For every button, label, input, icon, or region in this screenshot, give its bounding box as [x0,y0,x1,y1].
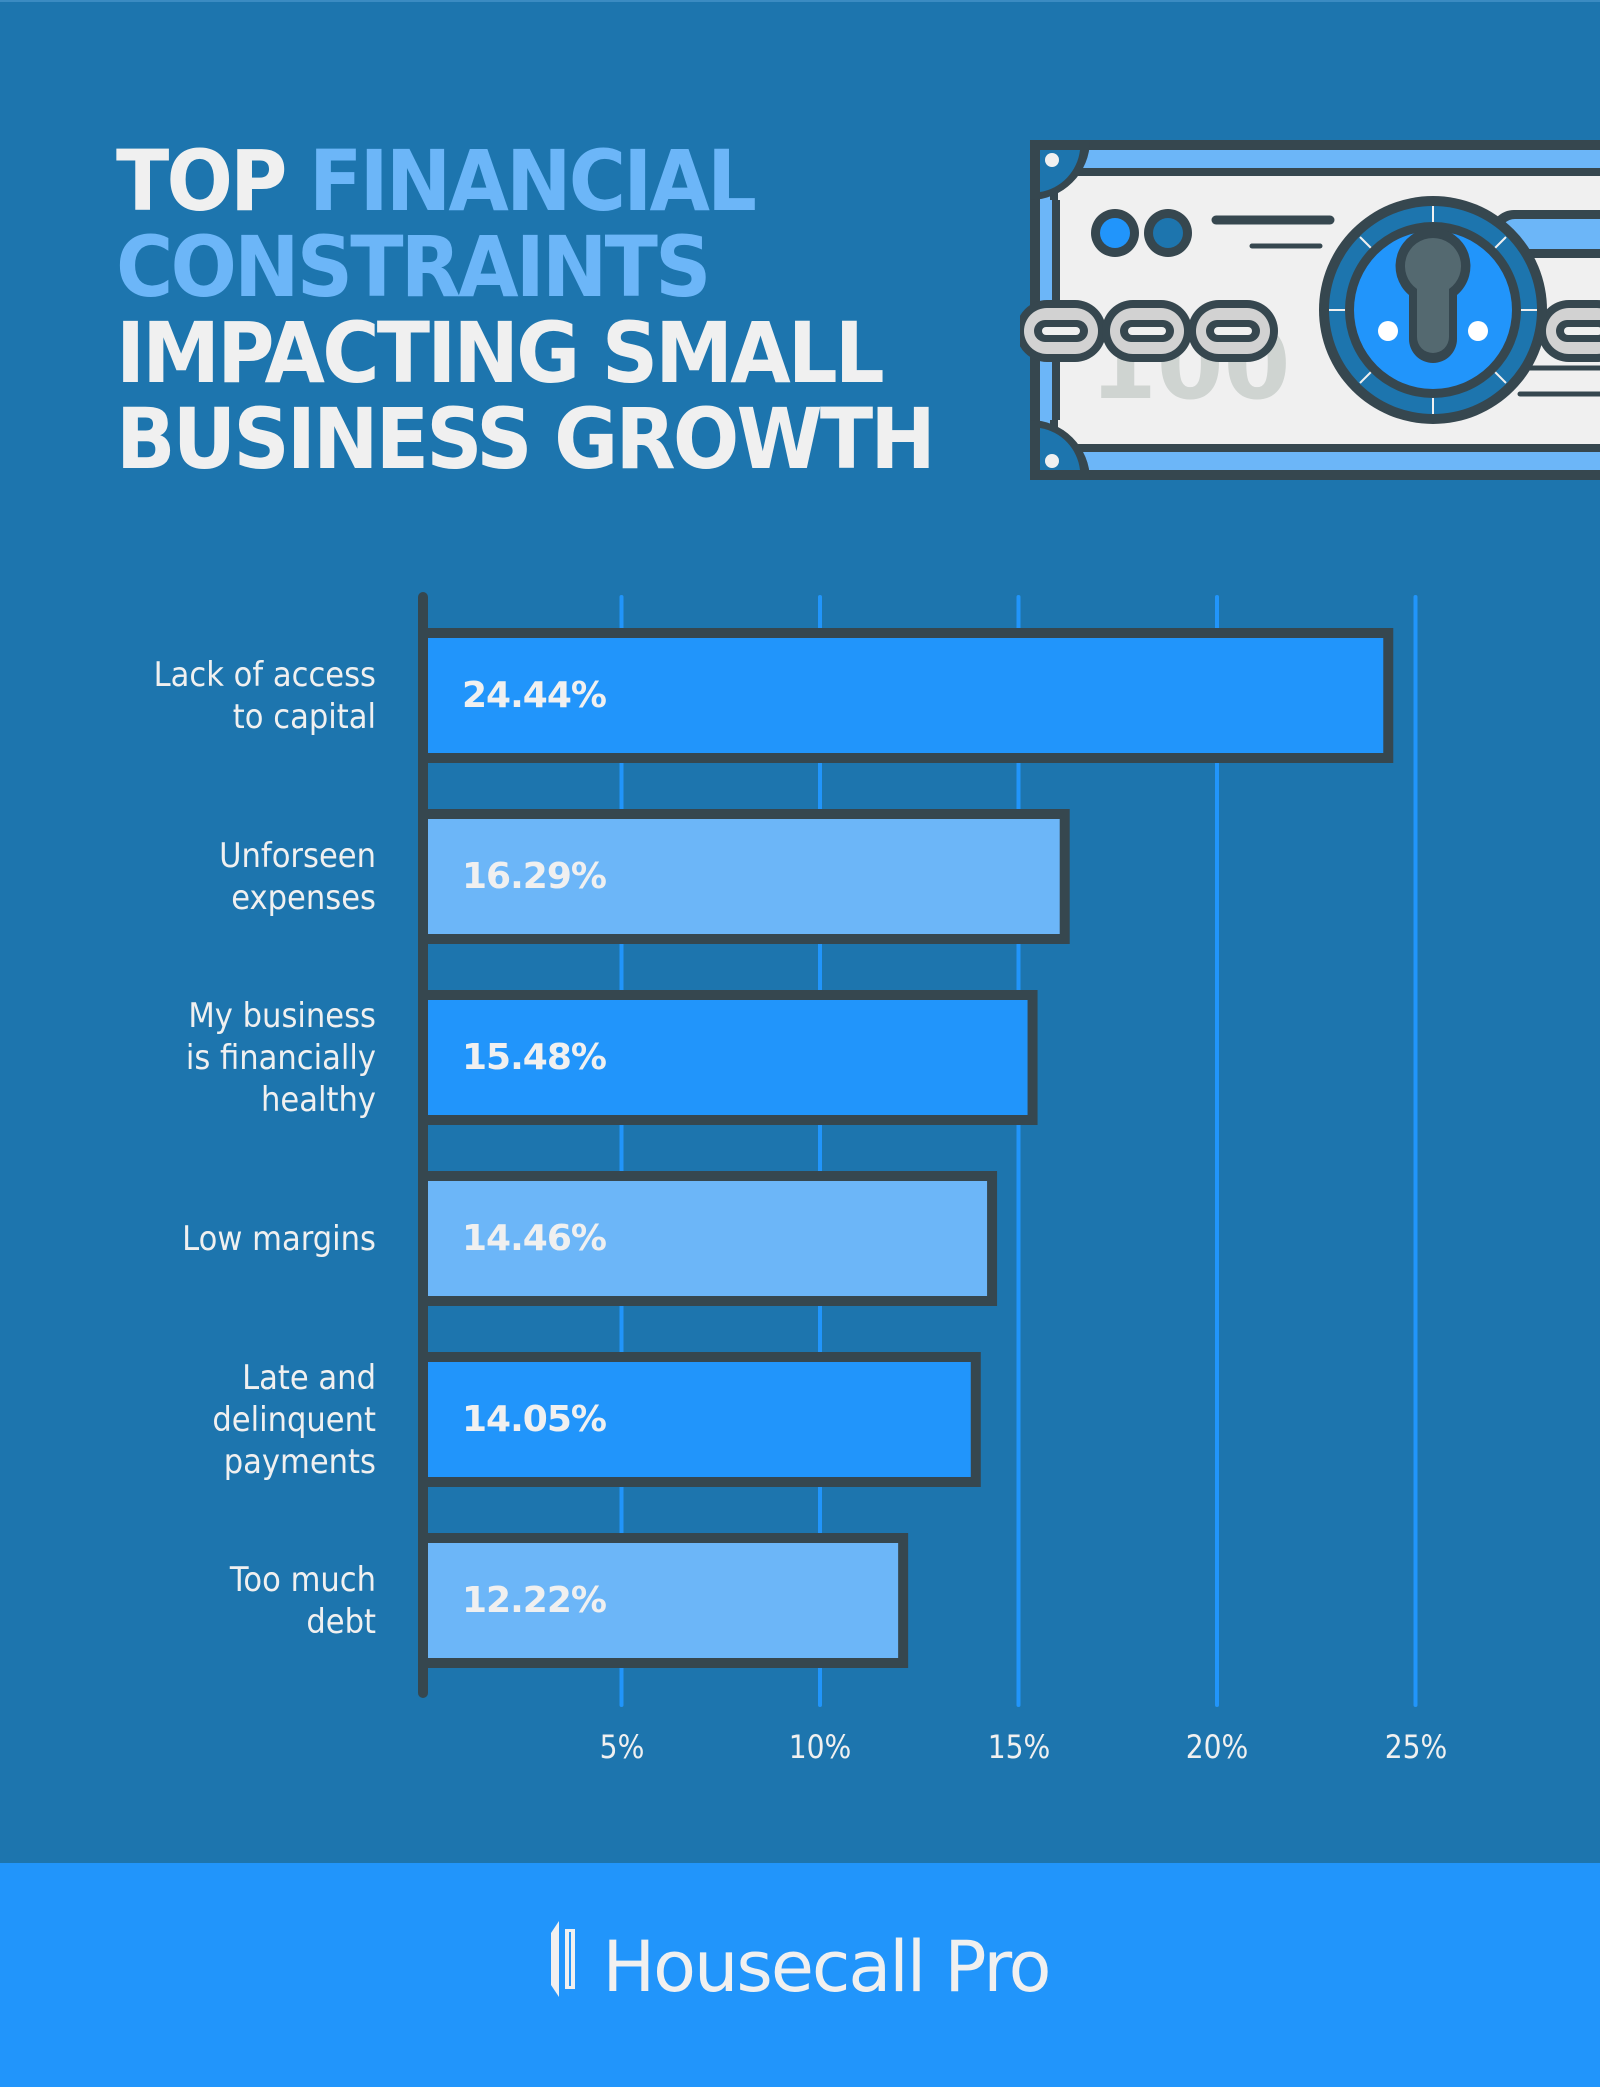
chart-canvas [418,592,1418,1707]
title-highlight: FINANCIAL [308,132,757,230]
category-label-line: delinquent [212,1399,376,1440]
page-title: TOP FINANCIAL CONSTRAINTS IMPACTING SMALL B… [116,138,936,482]
locked-money-illustration: 100 [1020,140,1600,480]
padlock-icon [1319,196,1547,424]
bar [418,1352,981,1487]
category-label-line: Low margins [182,1218,376,1259]
title-line: IMPACTING SMALL [116,310,933,396]
housecall-logo-icon [550,1921,575,1997]
category-label: Too much debt [70,1559,376,1643]
category-label-line: My business [188,995,376,1036]
bar-value-label: 16.29% [462,855,607,897]
category-label-line: Lack of access [153,654,376,695]
title-line: TOP FINANCIAL [116,138,933,224]
title-text: BUSINESS GROWTH [116,390,936,488]
bar [418,1533,909,1668]
brand-name: Housecall Pro [602,1926,1052,2008]
x-tick-label: 20% [1185,1728,1249,1766]
category-label-line: healthy [261,1079,376,1120]
category-label: Lack of access to capital [70,654,376,738]
title-text: TOP [116,132,309,230]
brand-logo[interactable]: Housecall Pro [0,1921,1600,2008]
bar-value-label: 14.05% [462,1398,607,1440]
title-highlight: CONSTRAINTS [116,218,711,316]
bar-value-label: 15.48% [462,1036,607,1078]
category-label-line: Too much [229,1559,376,1600]
title-line: CONSTRAINTS [116,224,933,310]
title-line: BUSINESS GROWTH [116,396,936,482]
bar [418,628,1394,763]
category-label-line: to capital [232,696,376,737]
x-tick-label: 5% [599,1728,644,1766]
category-label-line: Late and [242,1357,376,1398]
category-label: My business is financially healthy [70,995,376,1121]
x-tick-label: 25% [1384,1728,1447,1766]
bar [418,809,1070,944]
bar [418,1171,998,1306]
category-label: Unforseen expenses [70,835,376,919]
category-label: Late and delinquent payments [70,1357,376,1483]
title-text: IMPACTING SMALL [116,304,885,402]
bar-chart: 5% 10% 15% 20% 25% 24.44% Lack of access to cap… [70,592,1447,1766]
category-label-line: payments [223,1441,376,1482]
chain-icon [1020,300,1600,362]
category-label-line: is financially [185,1037,376,1078]
x-tick-label: 10% [788,1728,852,1766]
footer: Housecall Pro [0,1863,1600,2087]
top-border [0,0,1600,2]
bar-value-label: 24.44% [462,674,607,716]
bar [418,990,1038,1125]
x-tick-label: 15% [987,1728,1050,1766]
category-label-line: debt [306,1601,376,1642]
bar-value-label: 14.46% [462,1217,607,1259]
category-label-line: expenses [231,877,376,918]
bar-value-label: 12.22% [462,1579,607,1621]
category-label-line: Unforseen [219,835,376,876]
category-label: Low margins [70,1218,376,1260]
